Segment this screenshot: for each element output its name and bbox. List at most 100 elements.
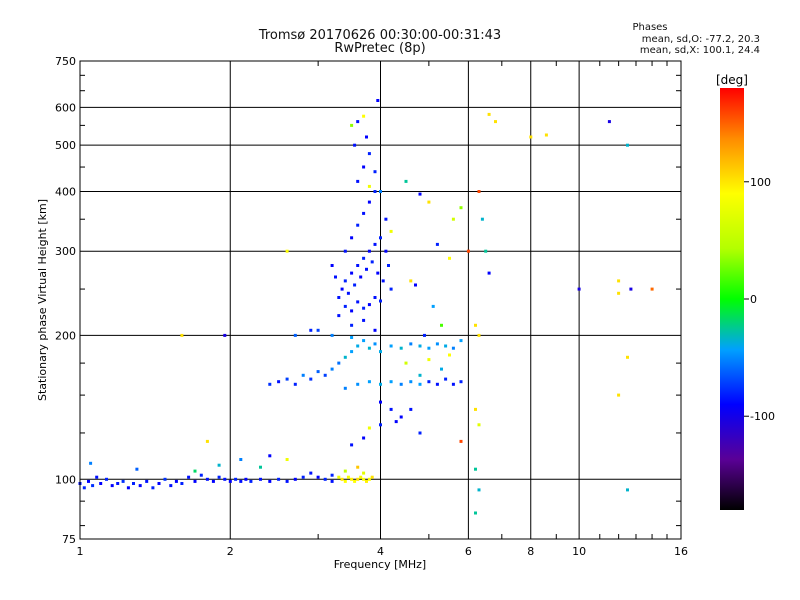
- data-point: [350, 336, 354, 339]
- x-tick-label: 10: [572, 545, 586, 558]
- data-point: [487, 112, 491, 116]
- data-point: [145, 479, 149, 483]
- data-point: [626, 355, 629, 359]
- data-point: [309, 377, 313, 381]
- data-point: [187, 475, 191, 479]
- data-point: [223, 477, 227, 481]
- data-point: [350, 323, 354, 327]
- y-tick-label: 100: [55, 473, 76, 486]
- data-point: [211, 479, 215, 483]
- chart-title: Tromsø 20170626 00:30:00-00:31:43: [258, 28, 502, 43]
- data-point: [384, 217, 388, 221]
- data-point: [373, 342, 377, 346]
- data-point: [330, 479, 334, 483]
- data-point: [356, 465, 360, 469]
- data-point: [350, 309, 354, 313]
- data-point: [370, 475, 374, 479]
- data-point: [477, 190, 481, 193]
- data-point: [309, 471, 313, 475]
- data-point: [389, 287, 393, 291]
- y-tick-label: 75: [62, 533, 76, 546]
- data-point: [367, 380, 371, 384]
- colorbar-tick-label: 0: [750, 293, 757, 306]
- data-point: [157, 482, 161, 485]
- data-point: [268, 454, 272, 458]
- x-tick-label: 8: [527, 545, 534, 558]
- data-point: [343, 304, 347, 308]
- data-point: [337, 361, 341, 365]
- y-tick-label: 750: [55, 55, 76, 68]
- data-point: [373, 328, 377, 332]
- data-point: [356, 344, 360, 348]
- data-point: [367, 346, 371, 350]
- data-point: [474, 407, 477, 411]
- data-point: [379, 400, 382, 404]
- data-point: [323, 373, 327, 377]
- data-point: [362, 211, 366, 215]
- data-point: [367, 184, 371, 188]
- data-point: [480, 217, 484, 221]
- data-point: [330, 367, 334, 371]
- data-point: [340, 477, 344, 481]
- data-point: [477, 333, 481, 337]
- data-point: [353, 283, 357, 287]
- data-point: [617, 393, 621, 397]
- data-point: [105, 477, 108, 481]
- data-point: [353, 143, 357, 147]
- data-point: [373, 190, 377, 193]
- y-tick-label: 400: [55, 185, 76, 198]
- x-tick-label: 4: [377, 545, 384, 558]
- data-point: [379, 236, 382, 240]
- data-point: [285, 377, 289, 381]
- data-point: [399, 382, 403, 386]
- data-point: [244, 477, 248, 481]
- data-point: [362, 165, 366, 169]
- data-point: [448, 256, 451, 260]
- data-point: [459, 380, 463, 384]
- data-point: [259, 465, 262, 469]
- data-point: [249, 479, 253, 483]
- data-point: [343, 279, 347, 283]
- data-point: [459, 439, 463, 443]
- data-point: [367, 477, 371, 481]
- data-point: [350, 236, 354, 240]
- data-point: [607, 120, 611, 124]
- data-point: [451, 382, 455, 386]
- data-point: [365, 479, 368, 483]
- data-point: [389, 380, 393, 384]
- data-point: [435, 342, 439, 346]
- data-point: [268, 382, 272, 386]
- data-point: [394, 420, 398, 424]
- data-point: [340, 287, 344, 291]
- data-point: [110, 484, 114, 488]
- data-point: [359, 275, 363, 279]
- data-point: [223, 333, 227, 337]
- data-point: [387, 264, 390, 267]
- data-point: [362, 477, 366, 481]
- data-point: [451, 346, 455, 350]
- data-point: [362, 114, 366, 118]
- data-point: [427, 380, 431, 384]
- colorbar-tick-label: -100: [750, 410, 775, 423]
- data-point: [418, 431, 422, 435]
- data-point: [440, 323, 443, 327]
- data-point: [418, 382, 422, 386]
- data-point: [617, 291, 621, 295]
- data-point: [477, 423, 481, 427]
- phases-legend-title: Phases: [632, 22, 668, 33]
- data-point: [365, 135, 368, 139]
- data-point: [343, 355, 347, 359]
- data-point: [431, 304, 435, 308]
- data-point: [577, 287, 581, 291]
- chart-subtitle: RwPretec (8p): [334, 41, 426, 56]
- data-point: [180, 482, 184, 485]
- data-point: [474, 323, 477, 327]
- data-point: [389, 229, 393, 233]
- data-point: [404, 361, 408, 365]
- data-point: [99, 482, 103, 485]
- data-point: [193, 479, 197, 483]
- data-point: [367, 152, 371, 156]
- data-point: [350, 350, 354, 354]
- data-point: [337, 314, 341, 318]
